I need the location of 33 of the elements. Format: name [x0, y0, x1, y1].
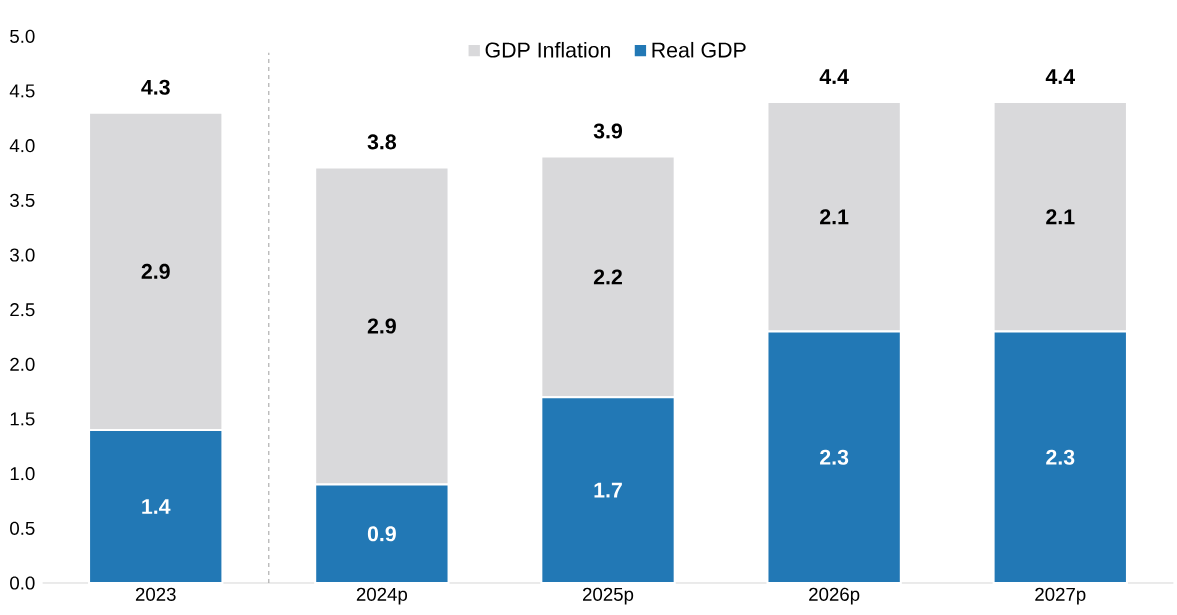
total-label: 3.9	[593, 123, 623, 139]
data-label: 1.7	[594, 482, 622, 498]
data-label: 2.1	[1046, 209, 1075, 225]
legend-label: Real GDP	[652, 41, 746, 58]
y-tick-label: 1.0	[10, 467, 35, 481]
data-label: 1.4	[142, 499, 171, 514]
total-label: 4.4	[819, 69, 849, 84]
y-tick-label: 0.0	[10, 576, 35, 590]
y-tick-label: 5.0	[10, 29, 35, 43]
y-tick-label: 2.0	[10, 357, 35, 371]
x-tick-label: 2023	[135, 587, 176, 601]
data-label: 0.9	[367, 526, 396, 542]
data-label: 2.9	[367, 318, 396, 334]
x-tick-label: 2025p	[582, 587, 634, 605]
legend-label: GDP Inflation	[485, 41, 611, 58]
total-label: 3.8	[367, 134, 397, 150]
y-tick-label: 2.5	[10, 303, 35, 317]
y-tick-label: 1.5	[10, 412, 35, 426]
data-label: 2.3	[820, 449, 849, 465]
y-tick-label: 4.0	[9, 139, 35, 153]
data-label: 2.3	[1046, 449, 1075, 465]
x-tick-label: 2024p	[356, 587, 408, 605]
x-tick-label: 2027p	[1035, 587, 1086, 605]
x-tick-label: 2026p	[809, 587, 860, 605]
total-label: 4.4	[1045, 69, 1075, 84]
total-label: 4.3	[141, 79, 170, 95]
data-label: 2.2	[593, 269, 622, 285]
data-label: 2.1	[820, 209, 849, 225]
y-tick-label: 3.5	[10, 193, 35, 207]
y-tick-label: 4.5	[9, 84, 35, 98]
y-tick-label: 3.0	[10, 248, 35, 262]
y-tick-label: 0.5	[10, 521, 35, 535]
data-label: 2.9	[141, 263, 170, 279]
